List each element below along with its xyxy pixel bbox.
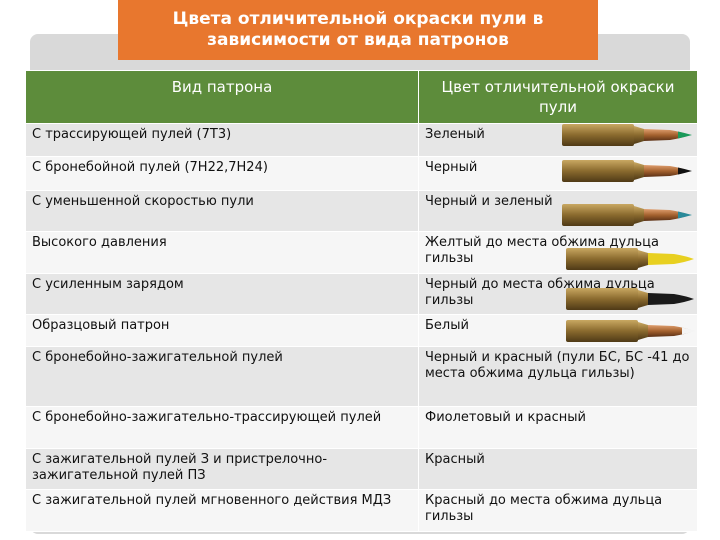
table-cell: Желтый до места обжима дульца гильзы (418, 231, 698, 274)
header-row: Вид патрона Цвет отличительной окраски п… (25, 70, 698, 124)
table-cell: С уменьшенной скоростью пули (25, 190, 419, 232)
header-cell: Вид патрона (25, 70, 419, 124)
table-row: С бронебойно-зажигательной пулей Черный и… (25, 346, 698, 407)
table-cell: Фиолетовый и красный (418, 406, 698, 449)
table-row: С бронебойно-зажигательно-трассирующей п… (25, 406, 698, 449)
title: Цвета отличительной окраски пули в завис… (118, 0, 598, 60)
table-cell: Зеленый (418, 123, 698, 157)
table-cell: Белый (418, 314, 698, 347)
table-cell: Черный и красный (пули БС, БС -41 до мес… (418, 346, 698, 407)
table: Вид патрона Цвет отличительной окраски п… (25, 70, 698, 532)
table-cell: Высокого давления (25, 231, 419, 274)
table-row: С усиленным зарядом Черный до места обжим… (25, 273, 698, 315)
table-row: С зажигательной пулей мгновенного действ… (25, 489, 698, 532)
table-cell: Красный (418, 448, 698, 490)
table-cell: Черный (418, 156, 698, 191)
table-cell: С бронебойно-зажигательно-трассирующей п… (25, 406, 419, 449)
table-cell: Красный до места обжима дульца гильзы (418, 489, 698, 532)
table-row: Образцовый патрон Белый (25, 314, 698, 347)
table-cell: С бронебойной пулей (7Н22,7Н24) (25, 156, 419, 191)
table-row: С трассирующей пулей (7Т3) Зеленый (25, 123, 698, 157)
table-cell: С бронебойно-зажигательной пулей (25, 346, 419, 407)
table-row: Высокого давления Желтый до места обжима … (25, 231, 698, 274)
table-cell: Черный и зеленый (418, 190, 698, 232)
table-cell: С усиленным зарядом (25, 273, 419, 315)
table-cell: Черный до места обжима дульца гильзы (418, 273, 698, 315)
table-cell: Образцовый патрон (25, 314, 419, 347)
table-row: С зажигательной пулей З и пристрелочно-з… (25, 448, 698, 490)
table-cell: С трассирующей пулей (7Т3) (25, 123, 419, 157)
table-row: С бронебойной пулей (7Н22,7Н24) Черный (25, 156, 698, 191)
table-cell: С зажигательной пулей мгновенного действ… (25, 489, 419, 532)
table-row: С уменьшенной скоростью пули Черный и зел… (25, 190, 698, 232)
table-cell: С зажигательной пулей З и пристрелочно-з… (25, 448, 419, 490)
header-cell: Цвет отличительной окраски пули (418, 70, 698, 124)
